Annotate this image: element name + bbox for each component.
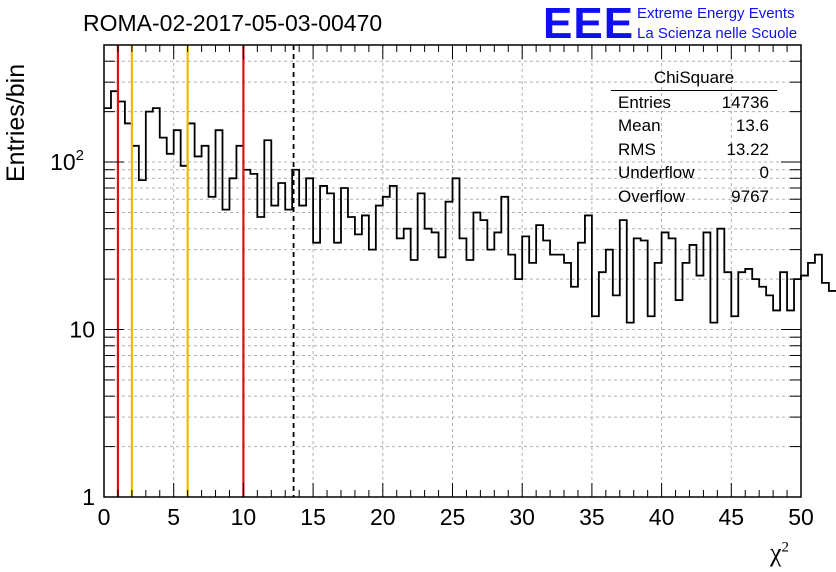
stats-label: RMS xyxy=(618,139,656,159)
stats-box-title: ChiSquare xyxy=(611,67,777,91)
x-tick-label: 35 xyxy=(579,504,605,530)
chart-title: ROMA-02-2017-05-03-00470 xyxy=(83,10,383,36)
x-tick-label: 10 xyxy=(231,504,257,530)
stats-row: Mean 13.6 xyxy=(611,114,777,137)
stats-row: RMS 13.22 xyxy=(611,138,777,161)
x-tick-label: 45 xyxy=(719,504,745,530)
stats-label: Mean xyxy=(618,116,661,136)
y-tick-label: 10 xyxy=(69,317,95,343)
y-tick-label: 102 xyxy=(50,147,84,175)
stats-value: 13.6 xyxy=(735,116,769,136)
axis-ticks xyxy=(103,44,802,498)
stats-value: 0 xyxy=(759,163,769,183)
stats-value: 9767 xyxy=(731,186,769,206)
x-axis-label-sup: 2 xyxy=(781,539,790,556)
logo-caption: Extreme Energy Events La Scienza nelle S… xyxy=(637,4,797,44)
x-axis-label: χ2 xyxy=(770,538,789,568)
eee-logo: EEE xyxy=(543,0,635,48)
stats-label: Underflow xyxy=(618,163,695,183)
y-axis-label: Entries/bin xyxy=(2,63,30,182)
x-tick-label: 0 xyxy=(98,504,111,530)
stats-box: ChiSquare Entries 14736 Mean 13.6 RMS 13.22… xyxy=(611,67,777,208)
x-tick-label: 30 xyxy=(509,504,535,530)
y-tick-label: 1 xyxy=(82,484,95,510)
stats-row: Entries 14736 xyxy=(611,91,777,114)
logo-caption-line2: La Scienza nelle Scuole xyxy=(637,25,798,42)
x-tick-label: 50 xyxy=(788,504,814,530)
x-tick-label: 25 xyxy=(440,504,466,530)
reference-lines xyxy=(116,45,295,497)
stats-label: Entries xyxy=(618,93,671,112)
x-axis-label-base: χ xyxy=(770,538,782,567)
grid-lines xyxy=(104,44,801,497)
stats-row: Underflow 0 xyxy=(611,161,777,184)
x-tick-label: 15 xyxy=(300,504,326,530)
stats-value: 13.22 xyxy=(726,139,769,159)
x-tick-label: 5 xyxy=(167,504,180,530)
tick-labels: 0 5 10 15 20 25 30 35 40 45 50 1 10 102 xyxy=(50,147,814,530)
stats-row: Overflow 9767 xyxy=(611,185,777,208)
x-tick-label: 20 xyxy=(370,504,396,530)
logo-caption-line1: Extreme Energy Events xyxy=(637,5,795,22)
stats-label: Overflow xyxy=(618,186,686,206)
stats-value: 14736 xyxy=(721,93,769,112)
x-tick-label: 40 xyxy=(649,504,675,530)
